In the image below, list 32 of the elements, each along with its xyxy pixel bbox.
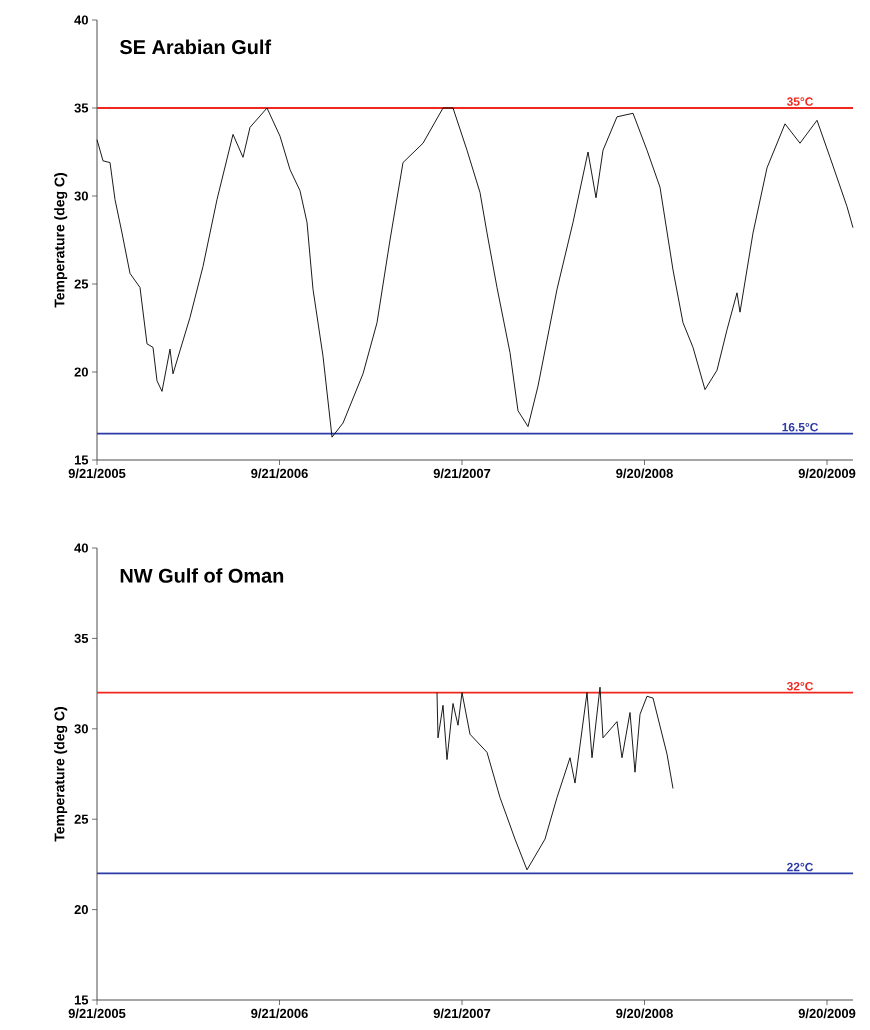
ref-line-label: 35°C: [786, 97, 814, 106]
ref-line-label: 22°C: [787, 862, 814, 872]
x-tick-label: 9/21/2006: [251, 1008, 308, 1019]
line-series: [436, 686, 674, 871]
x-tick-label: 9/21/2006: [251, 468, 308, 479]
x-tick-label: 9/20/2008: [616, 468, 673, 479]
x-tick-label: 9/21/2005: [68, 468, 126, 479]
y-tick-label: 25: [74, 279, 89, 289]
y-tick-label: 40: [74, 15, 88, 25]
y-tick-label: 30: [74, 724, 88, 734]
x-tick-label: 9/20/2008: [616, 1008, 673, 1019]
x-tick-label: 9/20/2009: [798, 1008, 856, 1019]
y-axis-title: Temperature (deg C): [54, 707, 68, 842]
y-tick-label: 35: [74, 103, 89, 113]
y-tick-label: 30: [74, 191, 88, 201]
y-axis-title: Temperature (deg C): [54, 173, 68, 308]
x-tick-label: 9/20/2009: [798, 468, 856, 479]
y-tick-label: 20: [74, 905, 88, 915]
y-tick-label: 25: [74, 814, 89, 824]
text: SE Arabian Gulf: [119, 39, 272, 55]
y-tick-label: 35: [74, 633, 89, 643]
ref-line-label: 16.5°C: [782, 422, 819, 432]
ref-line-label: 32°C: [786, 681, 814, 691]
y-tick-label: 40: [74, 543, 88, 553]
y-tick-label: 15: [74, 455, 89, 465]
y-tick-label: 15: [74, 995, 89, 1005]
x-tick-label: 9/21/2005: [68, 1008, 126, 1019]
text: NW Gulf of Oman: [120, 568, 284, 583]
x-tick-label: 9/21/2007: [433, 468, 491, 479]
y-tick-label: 20: [74, 367, 88, 377]
x-tick-label: 9/21/2007: [433, 1008, 491, 1019]
line-series: [96, 107, 854, 438]
